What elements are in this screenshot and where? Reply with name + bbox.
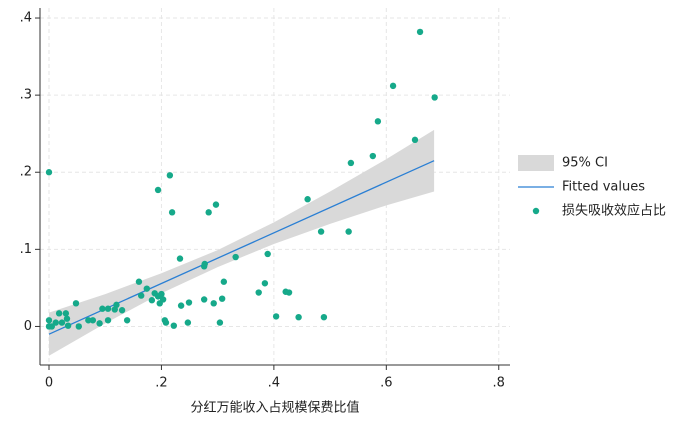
point — [295, 313, 302, 321]
y-tick-label: .2 — [20, 165, 32, 180]
point — [168, 209, 176, 216]
point — [170, 322, 178, 329]
x-tick-label: .2 — [155, 376, 167, 391]
point — [89, 317, 97, 324]
point — [304, 196, 311, 203]
point — [148, 297, 156, 304]
point — [218, 295, 226, 302]
point — [62, 310, 70, 317]
point — [255, 289, 262, 296]
point — [104, 317, 112, 324]
point — [63, 315, 71, 322]
point — [58, 319, 66, 326]
point — [184, 319, 192, 326]
point — [369, 152, 377, 160]
point — [72, 300, 80, 307]
fit-line — [48, 160, 435, 335]
y-tick-label: 0 — [24, 319, 32, 334]
point — [416, 28, 424, 36]
point — [113, 301, 120, 309]
x-tick-label: 0 — [45, 376, 53, 391]
point — [154, 186, 162, 194]
point — [220, 278, 228, 285]
point — [201, 260, 208, 268]
point — [162, 319, 170, 326]
point — [45, 317, 53, 324]
point — [285, 289, 293, 296]
point — [216, 319, 224, 326]
point — [123, 317, 131, 324]
point — [52, 319, 59, 326]
point — [64, 322, 72, 329]
point — [374, 118, 382, 125]
point — [205, 209, 212, 216]
point — [104, 305, 112, 312]
legend-label: 95% CI — [562, 156, 608, 171]
point — [55, 310, 63, 317]
point — [176, 255, 184, 262]
point — [232, 253, 239, 261]
point — [45, 169, 53, 176]
point — [185, 299, 193, 306]
point — [264, 250, 271, 258]
point — [261, 280, 269, 287]
point — [411, 136, 419, 144]
point — [85, 317, 92, 324]
x-tick-label: .6 — [380, 376, 392, 391]
point — [48, 323, 56, 330]
point — [272, 313, 280, 320]
x-tick-label: .4 — [268, 376, 280, 391]
y-tick-label: .3 — [20, 88, 32, 103]
point — [177, 302, 185, 309]
x-tick-label: .8 — [493, 376, 505, 391]
point — [99, 305, 106, 312]
point — [118, 307, 126, 314]
point — [431, 94, 438, 101]
point — [137, 292, 145, 299]
point — [96, 320, 103, 327]
point — [317, 228, 325, 235]
x-axis-label: 分红万能收入占规模保费比值 — [190, 400, 359, 416]
legend-marker — [532, 207, 540, 215]
point — [159, 296, 167, 303]
point — [347, 159, 355, 167]
point — [135, 278, 143, 285]
point — [75, 323, 82, 330]
ci-band — [48, 129, 435, 356]
point — [345, 228, 352, 235]
point — [166, 172, 174, 179]
point — [158, 290, 165, 298]
y-tick-label: .4 — [20, 11, 32, 26]
y-tick-label: .1 — [20, 242, 32, 257]
legend-label: Fitted values — [562, 180, 645, 195]
point — [212, 201, 220, 208]
point — [143, 285, 151, 292]
point — [389, 82, 397, 90]
point — [200, 296, 208, 303]
point — [210, 300, 217, 307]
legend-swatch — [518, 155, 554, 171]
legend-label: 损失吸收效应占比 — [562, 203, 666, 219]
point — [320, 313, 328, 321]
